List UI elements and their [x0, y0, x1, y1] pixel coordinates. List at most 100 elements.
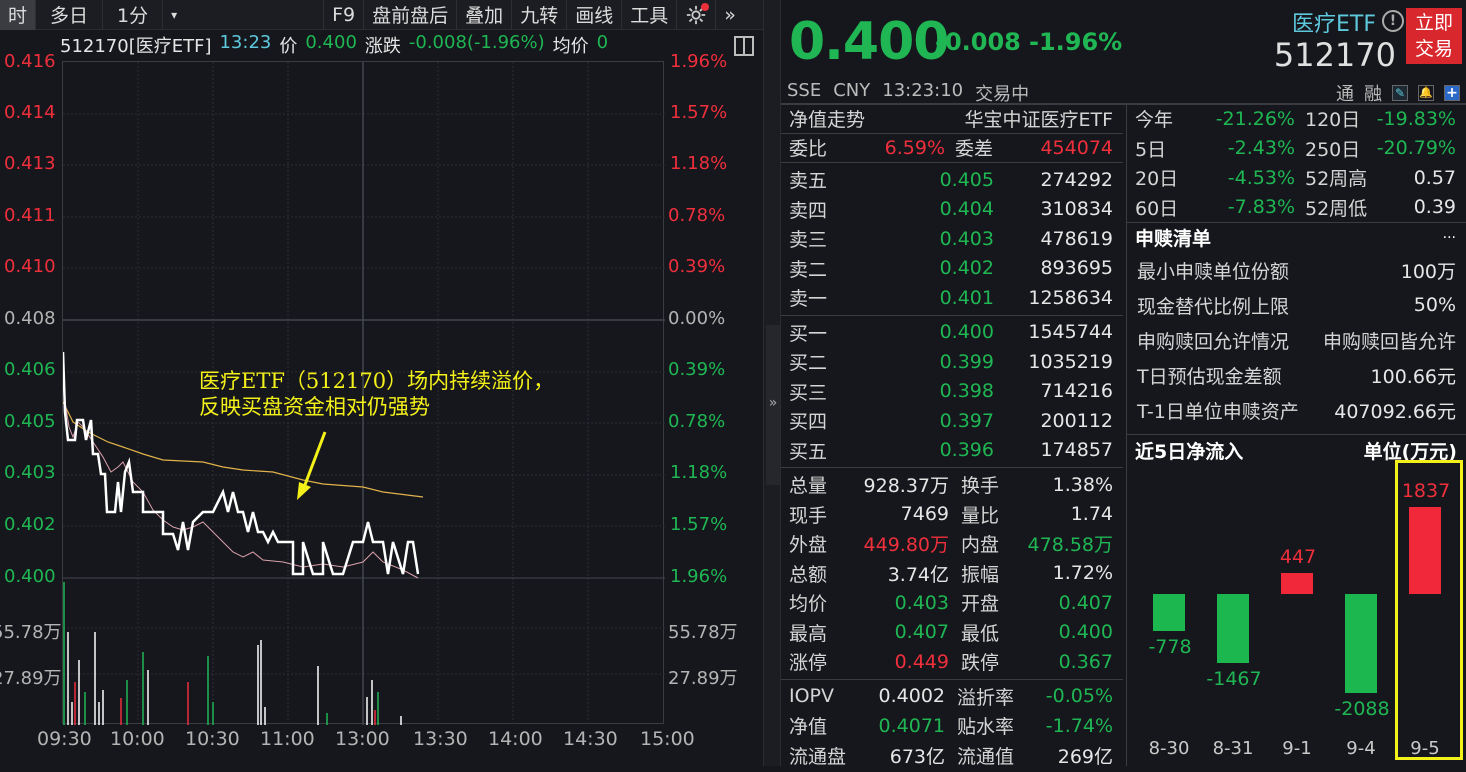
- dropdown-arrow-icon: ▾: [171, 8, 177, 22]
- y-tick: 0.00%: [668, 308, 725, 329]
- price-label: 价: [279, 32, 297, 58]
- y-tick: 0.405: [4, 411, 56, 432]
- security-name[interactable]: 医疗ETF: [1292, 6, 1376, 38]
- text-cell: 卖二: [789, 255, 849, 282]
- price-value: 0.400: [305, 32, 357, 58]
- text-cell: 开盘: [961, 589, 999, 616]
- text-cell: 申购赎回允许情况: [1137, 327, 1289, 354]
- chart-plot-area[interactable]: 医疗ETF（512170）场内持续溢价， 反映买盘资金相对仍强势: [62, 61, 664, 724]
- text-cell: 120日: [1305, 105, 1360, 132]
- text-cell: 净值: [789, 712, 859, 739]
- y-tick: 0.402: [4, 514, 56, 535]
- text-cell: 流通盘: [789, 742, 859, 769]
- text-cell: 外盘: [789, 530, 849, 557]
- bar-value: -778: [1135, 636, 1205, 658]
- y-tick: 1.18%: [670, 462, 727, 483]
- text-cell: 涨停: [789, 648, 849, 675]
- draw-line-button[interactable]: 画线: [567, 0, 622, 30]
- x-tick: 15:00: [640, 728, 695, 750]
- text-cell: 买五: [789, 437, 849, 464]
- text-cell: 量比: [961, 501, 999, 528]
- bar-9-1: [1281, 573, 1313, 594]
- edit-icon[interactable]: ✎: [1392, 85, 1408, 101]
- text-cell: 0.367: [999, 651, 1113, 673]
- y-tick: 0.406: [4, 359, 56, 380]
- info-icon[interactable]: !: [1382, 10, 1404, 32]
- text-cell: 5日: [1135, 135, 1195, 162]
- perf-row: 今年-21.26%120日-19.83%: [1127, 104, 1466, 134]
- f9-button[interactable]: F9: [323, 0, 364, 30]
- text-cell: 0.400: [999, 621, 1113, 643]
- tools-button[interactable]: 工具: [622, 0, 677, 30]
- text-cell: 100万: [1289, 257, 1456, 284]
- text-cell: 1.72%: [999, 562, 1113, 584]
- text-cell: 60日: [1135, 194, 1195, 221]
- pre-post-market-button[interactable]: 盘前盘后: [364, 0, 457, 30]
- period-dropdown[interactable]: ▾: [163, 0, 323, 30]
- panel-collapse-handle[interactable]: »: [763, 0, 781, 766]
- nav-trend-row[interactable]: 净值走势华宝中证医疗ETF: [781, 104, 1123, 134]
- text-cell: 最小申赎单位份额: [1137, 257, 1289, 284]
- volume-tick: 27.89万: [0, 664, 62, 690]
- text-cell: 最低: [961, 619, 999, 646]
- add-watchlist-icon[interactable]: +: [1444, 85, 1460, 101]
- tab-intraday[interactable]: 时: [0, 0, 36, 30]
- y-tick: 0.39%: [668, 359, 725, 380]
- x-tick: 14:30: [563, 728, 618, 750]
- settings-button[interactable]: [677, 0, 716, 30]
- y-tick: 1.96%: [670, 51, 727, 72]
- tab-1min[interactable]: 1分: [103, 0, 163, 30]
- trade-label: 立即: [1406, 10, 1462, 36]
- trade-now-button[interactable]: 立即 交易: [1406, 8, 1462, 64]
- text-cell: 0.398: [849, 380, 994, 402]
- text-cell: 流通值: [957, 742, 1014, 769]
- y-tick: 1.57%: [670, 514, 727, 535]
- alert-bell-icon[interactable]: 🔔: [1418, 85, 1434, 101]
- price-change: -0.008: [935, 28, 1021, 56]
- y-tick: 0.78%: [668, 411, 725, 432]
- text-cell: 均价: [789, 589, 849, 616]
- diff-label: 委差: [955, 134, 993, 161]
- chevrons-right-icon[interactable]: »: [766, 325, 780, 485]
- date-label: 9-5: [1395, 738, 1455, 759]
- tab-multi-day[interactable]: 多日: [36, 0, 103, 30]
- net-inflow-chart: -778 -1467 447 -2088 1837 8-30 8-31 9-1 …: [1127, 460, 1466, 766]
- text-cell: 7469: [849, 503, 949, 525]
- symbol-label: 512170[医疗ETF]: [60, 32, 211, 58]
- expand-button[interactable]: »: [716, 0, 744, 30]
- diff-value: 454074: [993, 137, 1113, 159]
- nine-turn-button[interactable]: 九转: [512, 0, 567, 30]
- ratio-value: 6.59%: [849, 137, 945, 159]
- text-cell: 310834: [994, 198, 1113, 220]
- text-cell: 1545744: [994, 321, 1113, 343]
- text-cell: -21.26%: [1195, 108, 1295, 130]
- text-cell: 卖五: [789, 166, 849, 193]
- perf-row: 5日-2.43%250日-20.79%: [1127, 134, 1466, 164]
- price-change-pct: -1.96%: [1029, 28, 1122, 56]
- text-cell: -1.74%: [1014, 715, 1113, 737]
- layout-toggle-icon[interactable]: [734, 36, 754, 56]
- overlay-button[interactable]: 叠加: [457, 0, 512, 30]
- x-tick: 10:30: [185, 728, 240, 750]
- text-cell: 200112: [994, 410, 1113, 432]
- bar-value: 1837: [1391, 480, 1461, 502]
- more-options-icon[interactable]: ···: [1211, 230, 1456, 246]
